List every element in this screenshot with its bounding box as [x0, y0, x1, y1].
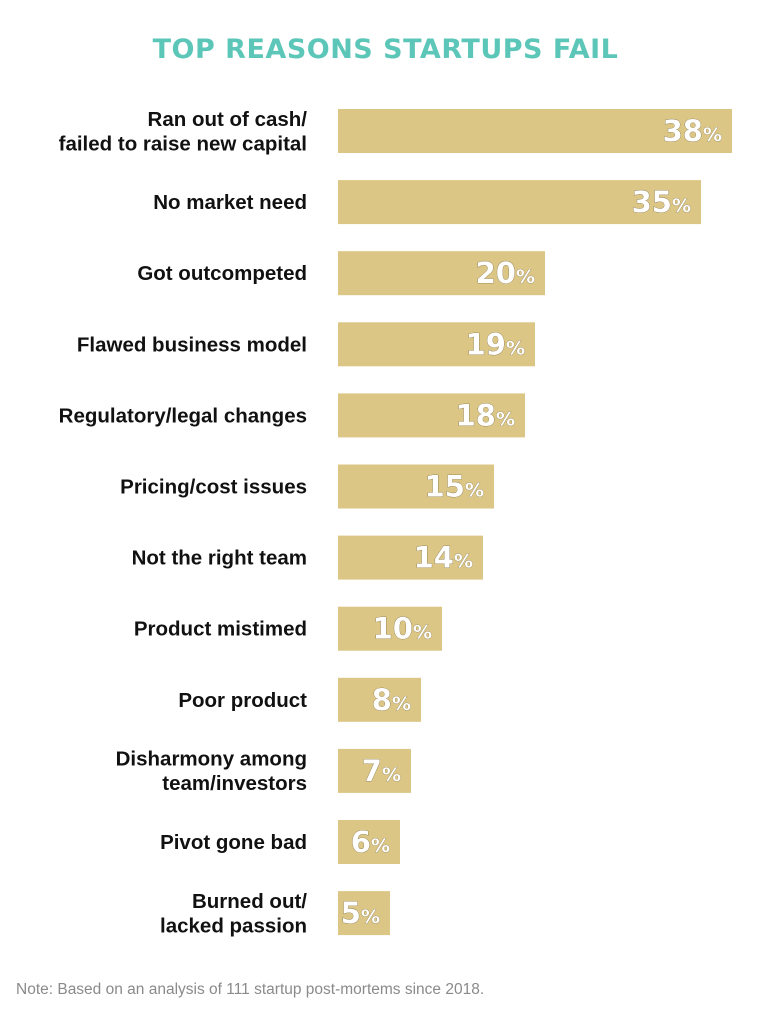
- category-label-11: Pivot gone bad: [160, 831, 307, 854]
- category-label-12: Burned out/lacked passion: [160, 890, 307, 938]
- source-note: Note: Based on an analysis of 111 startu…: [16, 981, 485, 998]
- category-label-9: Poor product: [178, 689, 307, 712]
- value-label-8: 10%: [373, 612, 432, 646]
- category-labels-group: Ran out of cash/failed to raise new capi…: [59, 108, 308, 938]
- value-label-9: 8%: [372, 683, 411, 717]
- bar-1: [338, 109, 732, 153]
- category-label-5: Regulatory/legal changes: [59, 404, 307, 427]
- chart-title: TOP REASONS STARTUPS FAIL: [152, 34, 619, 65]
- bar-11: [338, 820, 400, 864]
- bars-group: [338, 109, 732, 936]
- category-label-8: Product mistimed: [134, 618, 307, 641]
- category-label-3: Got outcompeted: [137, 262, 307, 285]
- value-label-2: 35%: [632, 185, 691, 219]
- value-label-4: 19%: [466, 327, 525, 361]
- value-label-10: 7%: [362, 754, 401, 788]
- value-label-11: 6%: [351, 825, 390, 859]
- category-label-4: Flawed business model: [77, 333, 307, 356]
- bar-5: [338, 393, 525, 438]
- bar-8: [338, 606, 442, 651]
- category-label-2: No market need: [153, 191, 307, 214]
- bar-12: [338, 891, 390, 936]
- bar-7: [338, 535, 483, 580]
- category-label-6: Pricing/cost issues: [120, 476, 307, 499]
- bar-2: [338, 180, 701, 225]
- bar-6: [338, 464, 494, 509]
- bar-9: [338, 677, 421, 722]
- value-label-7: 14%: [414, 541, 473, 575]
- category-label-10: Disharmony among team/investors: [116, 748, 307, 796]
- value-label-6: 15%: [425, 470, 484, 504]
- category-label-7: Not the right team: [132, 547, 307, 570]
- value-label-1: 38%: [663, 114, 722, 148]
- value-label-5: 18%: [456, 398, 515, 432]
- value-label-3: 20%: [476, 256, 535, 290]
- category-label-1: Ran out of cash/failed to raise new capi…: [59, 108, 308, 156]
- bar-4: [338, 322, 535, 367]
- value-labels-group: 38% 35% 20% 19% 18% 15% 14% 10% 8% 7% 6% 5%: [340, 114, 722, 931]
- value-label-12: 5%: [341, 896, 380, 930]
- bar-10: [338, 748, 411, 793]
- bar-3: [338, 251, 545, 296]
